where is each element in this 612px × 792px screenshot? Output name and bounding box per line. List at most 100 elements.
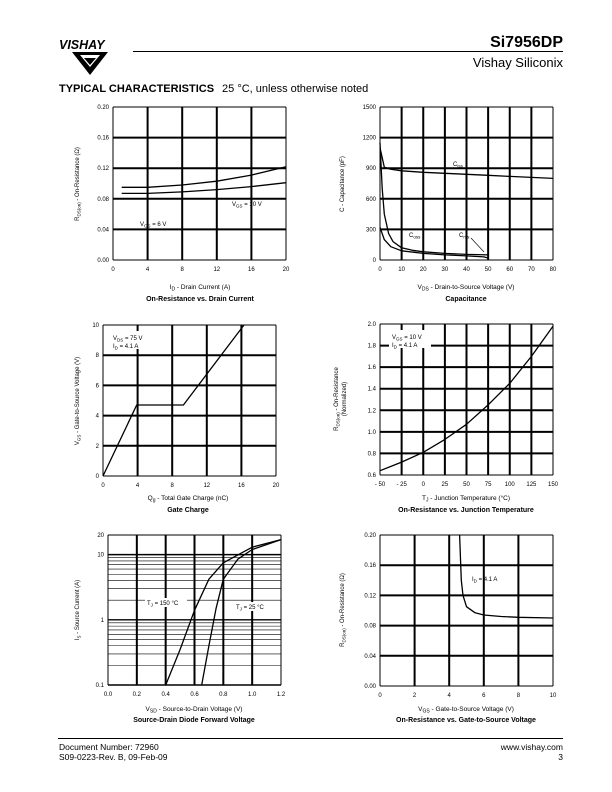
ylabel-on-resistance: RDS(on) - On-Resistance (Ω) <box>75 147 82 221</box>
xlabel-gate-source-voltage: VGS - Gate-to-Source Voltage (V) <box>418 706 514 715</box>
y-tick-label: 0.00 <box>97 258 109 264</box>
label-vgs-10v: VGS = 10 V <box>232 202 262 209</box>
x-tick-label: 4 <box>136 483 140 489</box>
section-title: TYPICAL CHARACTERISTICS <box>59 83 215 95</box>
xlabel-gate-charge: Qg - Total Gate Charge (nC) <box>148 495 229 504</box>
x-tick-label: 12 <box>213 267 220 273</box>
x-tick-label: 0 <box>111 267 115 273</box>
chart-rds-vs-vgs: 0 2 4 6 8 10 0.00 0.04 0.08 0.12 0.16 0.20 ID = 4.1… <box>340 533 557 724</box>
chart-rds-vs-id: 0 4 8 12 16 20 0.00 0.04 0.08 0.12 0.16 0.20 VGS = … <box>75 105 290 303</box>
title-gate-charge: Gate Charge <box>167 507 209 514</box>
ylabel-capacitance: C - Capacitance (pF) <box>340 156 346 212</box>
x-tick-label: 20 <box>273 483 280 489</box>
ylabel-normalized: (Normalized) <box>342 382 348 416</box>
annot-id-4-1a-b: ID = 4.1 A <box>392 343 417 350</box>
annot-vds-75v: VDS = 75 V <box>113 336 142 343</box>
xlabel-source-drain-voltage: VSD - Source-to-Drain Voltage (V) <box>146 706 243 715</box>
series-line-2 <box>379 227 489 259</box>
annot-id-4-1a-c: ID = 4.1 A <box>472 577 497 584</box>
x-tick-label: 16 <box>248 267 255 273</box>
y-tick-label: 10 <box>92 323 99 329</box>
chart-diode-forward: 0.0 0.2 0.4 0.6 0.8 1.0 1.2 0.1 1 10 20 TJ = 150 °… <box>75 533 286 724</box>
x-tick-label: 0.2 <box>133 692 142 698</box>
y-tick-label: 300 <box>366 227 377 233</box>
vishay-logo: VISHAY <box>58 27 126 79</box>
x-tick-label: - 50 <box>375 482 386 488</box>
annot-id-4-1a: ID = 4.1 A <box>113 344 138 351</box>
x-tick-label: 0 <box>378 267 382 273</box>
document-number: Document Number: 72960 <box>59 742 159 752</box>
x-tick-label: 12 <box>203 483 210 489</box>
chart-gate-charge-plot: 0 4 8 12 16 20 0 2 4 6 8 10 <box>92 323 280 489</box>
y-tick-label: 0.12 <box>97 166 109 172</box>
series-line-0 <box>102 324 245 477</box>
y-tick-label: 1.0 <box>368 430 377 436</box>
chart-capacitance-plot: 0 10 20 30 40 50 60 70 80 0 300 600 900 1200 1500 <box>363 105 557 273</box>
y-tick-label: 1.8 <box>368 344 377 350</box>
section-note: 25 °C, unless otherwise noted <box>222 83 369 95</box>
x-tick-label: 0.8 <box>219 692 228 698</box>
y-tick-label: 0.12 <box>364 593 376 599</box>
x-tick-label: 0.0 <box>104 692 113 698</box>
x-tick-label: 20 <box>283 267 290 273</box>
x-tick-label: 80 <box>550 267 557 273</box>
x-tick-label: - 25 <box>396 482 407 488</box>
page-number: 3 <box>558 752 563 762</box>
y-tick-label: 1.6 <box>368 365 377 371</box>
x-tick-label: 8 <box>171 483 175 489</box>
chart-diode-forward-plot: 0.0 0.2 0.4 0.6 0.8 1.0 1.2 0.1 1 10 20 <box>96 533 286 698</box>
label-coss: Coss <box>409 233 421 240</box>
y-tick-label: 0 <box>96 474 100 480</box>
y-tick-label: 0.20 <box>97 105 109 111</box>
x-tick-label: 0.4 <box>161 692 170 698</box>
y-tick-label: 2 <box>96 444 100 450</box>
y-tick-label: 1.4 <box>368 387 377 393</box>
x-tick-label: 30 <box>442 267 449 273</box>
title-source-drain-diode: Source-Drain Diode Forward Voltage <box>133 717 255 724</box>
label-tj-25: TJ = 25 °C <box>236 605 265 612</box>
x-tick-label: 10 <box>550 693 557 699</box>
y-tick-label: 1200 <box>363 136 377 142</box>
y-tick-label: 0.08 <box>364 624 376 630</box>
tj150-label-bg <box>145 598 187 607</box>
y-tick-label: 0 <box>373 258 377 264</box>
y-tick-label: 0.20 <box>364 533 376 539</box>
y-tick-label: 0.16 <box>97 136 109 142</box>
y-tick-label: 0.8 <box>368 451 377 457</box>
x-tick-label: 4 <box>146 267 150 273</box>
label-tj-150: TJ = 150 °C <box>147 601 179 608</box>
y-tick-label: 900 <box>366 166 377 172</box>
x-tick-label: 40 <box>463 267 470 273</box>
x-tick-label: 2 <box>413 693 417 699</box>
x-tick-label: 8 <box>517 693 521 699</box>
series-line-0 <box>379 147 554 180</box>
ylabel-on-resistance-normalized: RDS(on) - On-Resistance <box>334 367 341 431</box>
x-tick-label: 0 <box>422 482 426 488</box>
x-tick-label: 50 <box>485 267 492 273</box>
x-tick-label: 0.6 <box>190 692 199 698</box>
y-tick-label: 2.0 <box>368 322 377 328</box>
xlabel-drain-source-voltage: VDS - Drain-to-Source Voltage (V) <box>418 284 515 293</box>
footer-rule <box>58 738 563 739</box>
brand-text: VISHAY <box>59 38 106 52</box>
y-tick-label: 0.08 <box>97 197 109 203</box>
title-on-resistance-vs-junction-temperature: On-Resistance vs. Junction Temperature <box>398 507 534 514</box>
x-tick-label: 75 <box>485 482 492 488</box>
y-tick-label: 8 <box>96 353 100 359</box>
annot-vgs-10v: VGS = 10 V <box>392 335 422 342</box>
title-capacitance: Capacitance <box>445 296 486 303</box>
chart-capacitance: 0 10 20 30 40 50 60 70 80 0 300 600 900 1200 1500 Ciss… <box>340 105 557 303</box>
title-on-resistance-vs-drain-current: On-Resistance vs. Drain Current <box>146 296 254 303</box>
x-tick-label: 20 <box>420 267 427 273</box>
x-tick-label: 50 <box>463 482 470 488</box>
title-on-resistance-vs-vgs: On-Resistance vs. Gate-to-Source Voltage <box>396 717 536 724</box>
website-link[interactable]: www.vishay.com <box>500 742 563 752</box>
y-tick-label: 1 <box>101 618 105 624</box>
series-line-1 <box>379 142 489 256</box>
footer-left: Document Number: 72960 S09-0223-Rev. B, … <box>59 742 168 762</box>
chart-gate-charge: 0 4 8 12 16 20 0 2 4 6 8 10 VDS = 75 V ID = 4.1 A Q… <box>75 323 280 514</box>
chart-rds-vs-tj: - 50 - 25 0 25 50 75 100 125 150 0.6 0.8 1.0 1.2 1.4 1… <box>334 322 559 514</box>
y-tick-label: 10 <box>97 553 104 559</box>
y-tick-label: 0.6 <box>368 473 377 479</box>
